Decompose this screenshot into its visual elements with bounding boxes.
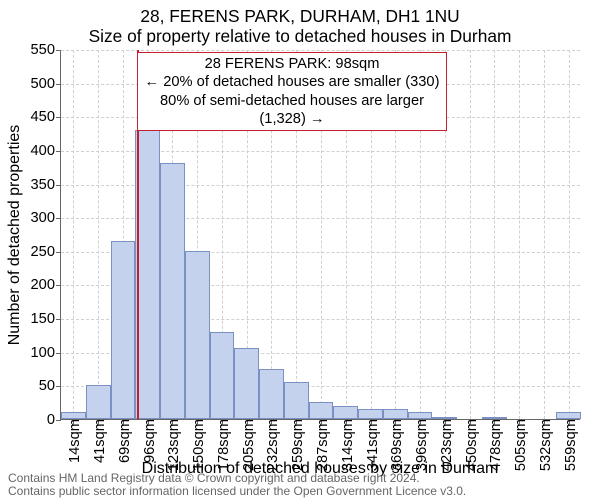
histogram-bar [309, 402, 334, 419]
histogram-bar [210, 332, 235, 419]
y-tick-label: 350 [31, 177, 61, 193]
histogram-bar [333, 406, 358, 419]
annotation-line: ← 20% of detached houses are smaller (33… [144, 73, 440, 91]
histogram-bar [234, 348, 259, 419]
histogram-bar [383, 409, 408, 419]
gridline-vertical [470, 50, 471, 419]
footer-attribution: Contains HM Land Registry data © Crown c… [8, 472, 466, 498]
x-tick-label: 96sqm [138, 419, 158, 463]
x-tick-label: 69sqm [113, 419, 133, 463]
annotation-line: 28 FERENS PARK: 98sqm [144, 55, 440, 73]
x-tick-label: 14sqm [63, 419, 83, 463]
y-tick-label: 250 [31, 244, 61, 260]
footer-line: Contains public sector information licen… [8, 485, 466, 498]
histogram-bar [556, 412, 581, 419]
x-tick-label: 41sqm [88, 419, 108, 463]
gridline-vertical [569, 50, 570, 419]
y-tick-label: 50 [39, 378, 61, 394]
y-tick-label: 550 [31, 42, 61, 58]
y-tick-label: 450 [31, 109, 61, 125]
y-tick-label: 150 [31, 311, 61, 327]
histogram-bar [185, 251, 210, 419]
y-tick-label: 100 [31, 345, 61, 361]
y-tick-label: 0 [47, 412, 61, 428]
annotation-box: 28 FERENS PARK: 98sqm ← 20% of detached … [137, 52, 447, 131]
gridline-vertical [519, 50, 520, 419]
gridline-vertical [98, 50, 99, 419]
y-tick-label: 300 [31, 210, 61, 226]
gridline-vertical [494, 50, 495, 419]
histogram-bar [482, 417, 507, 419]
histogram-bar [408, 412, 433, 419]
page-subtitle: Size of property relative to detached ho… [0, 26, 600, 47]
histogram-bar [358, 409, 383, 419]
annotation-line: 80% of semi-detached houses are larger (… [144, 92, 440, 129]
gridline-vertical [73, 50, 74, 419]
histogram-bar [86, 385, 111, 419]
y-tick-label: 400 [31, 143, 61, 159]
y-tick-label: 200 [31, 277, 61, 293]
histogram-plot: 05010015020025030035040045050055014sqm41… [60, 50, 580, 420]
gridline-vertical [544, 50, 545, 419]
histogram-bar [160, 163, 185, 419]
y-tick-label: 500 [31, 76, 61, 92]
y-axis-label: Number of detached properties [6, 50, 24, 420]
histogram-bar [61, 412, 86, 419]
histogram-bar [284, 382, 309, 419]
histogram-bar [432, 417, 457, 419]
page-title: 28, FERENS PARK, DURHAM, DH1 1NU [0, 6, 600, 27]
histogram-bar [111, 241, 136, 419]
histogram-bar [259, 369, 284, 419]
footer-line: Contains HM Land Registry data © Crown c… [8, 472, 466, 485]
